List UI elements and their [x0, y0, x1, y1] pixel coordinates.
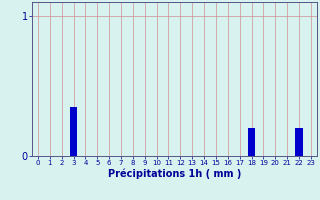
- Bar: [70, 107, 77, 156]
- Bar: [248, 128, 255, 156]
- X-axis label: Précipitations 1h ( mm ): Précipitations 1h ( mm ): [108, 169, 241, 179]
- Bar: [295, 128, 303, 156]
